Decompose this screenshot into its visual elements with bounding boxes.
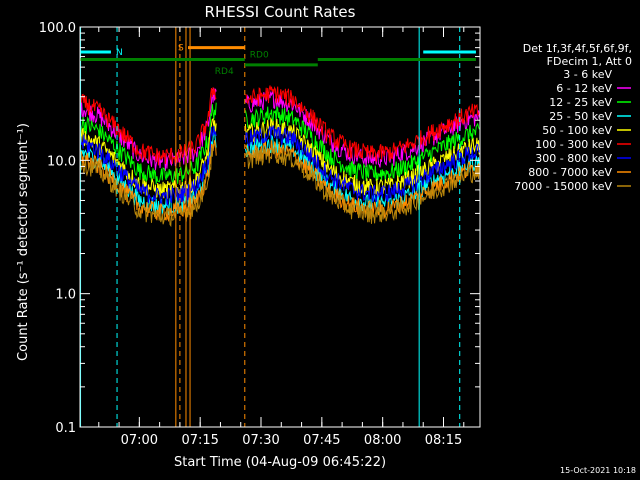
timestamp-label: 15-Oct-2021 10:18	[560, 466, 636, 475]
plot-frame	[79, 26, 481, 428]
y-tick-label-0: 0.1	[55, 421, 76, 436]
legend-header-1: FDecim 1, Att 0	[547, 55, 632, 68]
x-tick-label-3: 07:45	[303, 433, 340, 448]
flag-label-0: N	[116, 48, 123, 58]
x-tick-label-1: 07:15	[181, 433, 218, 448]
legend-label-2: 12 - 25 keV	[549, 96, 612, 109]
flag-label-2: RD0	[250, 51, 269, 61]
x-tick-label-2: 07:30	[242, 433, 279, 448]
y-axis-label: Count Rate (s⁻¹ detector segment⁻¹)	[16, 123, 31, 361]
legend-label-0: 3 - 6 keV	[563, 68, 612, 81]
flag-label-3: RD4	[215, 67, 234, 77]
legend-header-0: Det 1f,3f,4f,5f,6f,9f,	[523, 42, 632, 55]
legend-label-7: 800 - 7000 keV	[528, 166, 612, 179]
series-line-1	[80, 87, 480, 172]
chart-title: RHESSI Count Rates	[205, 3, 356, 21]
legend-label-4: 50 - 100 keV	[542, 124, 612, 137]
y-tick-label-3: 100.0	[39, 21, 76, 36]
axes: 0.1 1.0 10.0 100.0 07:00 07:15 07:30 07:45 08:00…	[39, 21, 481, 448]
legend-label-1: 6 - 12 keV	[556, 82, 612, 95]
x-tick-label-5: 08:15	[425, 433, 462, 448]
series-line-5	[80, 85, 480, 166]
legend-label-6: 300 - 800 keV	[535, 152, 612, 165]
x-axis-label: Start Time (04-Aug-09 06:45:22)	[174, 455, 386, 470]
x-tick-label-0: 07:00	[121, 433, 158, 448]
series-line-2	[80, 102, 480, 185]
series-line-8	[80, 142, 480, 228]
plot-content	[80, 27, 480, 427]
legend-label-8: 7000 - 15000 keV	[514, 180, 612, 193]
legend: Det 1f,3f,4f,5f,6f,9f,FDecim 1, Att 03 -…	[514, 42, 632, 193]
flag-label-1: S	[178, 44, 184, 54]
y-tick-label-2: 10.0	[47, 154, 76, 169]
x-tick-label-4: 08:00	[364, 433, 401, 448]
y-tick-label-1: 1.0	[55, 288, 76, 303]
series-line-6	[80, 125, 480, 206]
legend-label-3: 25 - 50 keV	[549, 110, 612, 123]
legend-label-5: 100 - 300 keV	[535, 138, 612, 151]
plot-area: N S RD0 RD4	[80, 27, 480, 427]
